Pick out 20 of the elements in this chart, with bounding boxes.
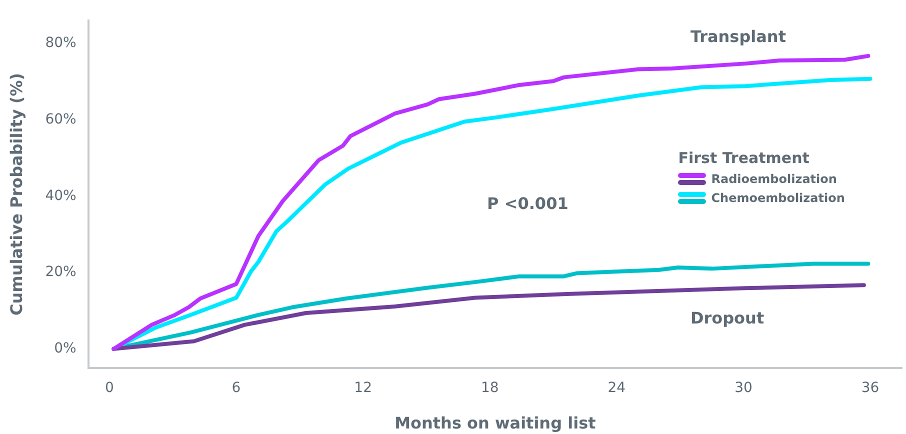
legend-label: Radioembolization (711, 172, 837, 186)
x-tick-label: 30 (734, 380, 752, 396)
legend-title: First Treatment (678, 149, 810, 167)
y-tick-label: 60% (45, 111, 76, 128)
legend-label: Chemoembolization (711, 190, 845, 204)
x-tick-label: 12 (354, 380, 372, 396)
x-tick-label: 18 (480, 380, 499, 396)
x-axis-title: Months on waiting list (394, 414, 596, 433)
y-tick-label: 20% (45, 264, 76, 280)
annotation: Transplant (690, 26, 786, 46)
y-tick-label: 80% (45, 34, 76, 51)
y-tick-label: 40% (45, 188, 76, 204)
y-axis-title: Cumulative Probability (%) (6, 72, 26, 316)
x-tick-label: 36 (861, 380, 880, 396)
x-tick-label: 0 (104, 380, 114, 396)
annotation: P <0.001 (487, 194, 568, 213)
x-tick-label: 6 (232, 380, 241, 396)
x-tick-label: 24 (608, 380, 626, 396)
annotation: Dropout (690, 308, 764, 328)
y-tick-label: 0% (54, 340, 76, 357)
